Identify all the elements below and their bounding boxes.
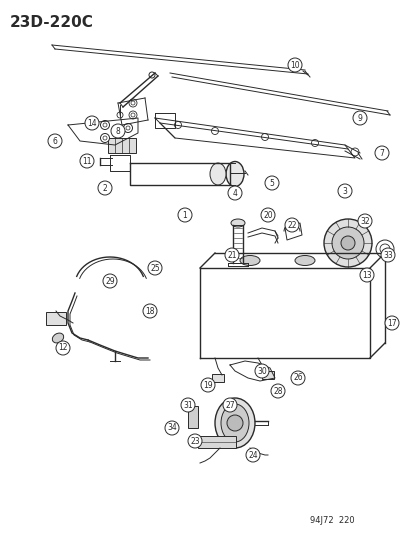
Circle shape [284,218,298,232]
Circle shape [311,140,318,147]
Ellipse shape [209,163,225,185]
Circle shape [98,181,112,195]
Circle shape [271,384,284,398]
Bar [108,138,136,153]
Circle shape [384,316,398,330]
Text: 23D-220C: 23D-220C [10,15,94,30]
Circle shape [228,186,242,200]
Ellipse shape [52,333,64,343]
Text: 4: 4 [232,189,237,198]
Circle shape [375,240,393,258]
Circle shape [129,111,137,119]
Circle shape [100,120,109,130]
Circle shape [323,219,371,267]
Circle shape [48,134,62,148]
Text: 34: 34 [167,424,176,432]
Circle shape [129,99,137,107]
Ellipse shape [294,255,314,265]
Bar [46,312,66,325]
Text: 12: 12 [58,343,68,352]
Text: 21: 21 [227,251,236,260]
Text: 9: 9 [357,114,361,123]
Text: 20: 20 [263,211,272,220]
Text: 24: 24 [247,450,257,459]
Circle shape [117,112,123,118]
Text: 10: 10 [290,61,299,69]
Circle shape [85,116,99,130]
Circle shape [211,127,218,134]
Bar [261,371,273,379]
Text: 14: 14 [87,118,97,127]
Text: 2: 2 [102,183,107,192]
Circle shape [180,398,195,412]
Circle shape [142,304,157,318]
Circle shape [380,248,394,262]
Circle shape [290,371,304,385]
Circle shape [165,421,178,435]
Circle shape [254,364,268,378]
Circle shape [223,398,236,412]
Text: 31: 31 [183,400,192,409]
Circle shape [359,268,373,282]
Circle shape [56,341,70,355]
Text: 25: 25 [150,263,159,272]
Ellipse shape [214,398,254,448]
Text: 11: 11 [82,157,92,166]
Circle shape [357,214,371,228]
Bar [188,406,197,428]
Text: 6: 6 [52,136,57,146]
Text: 5: 5 [269,179,274,188]
Text: 1: 1 [182,211,187,220]
Circle shape [374,146,388,160]
Text: 3: 3 [342,187,347,196]
Text: 32: 32 [359,216,369,225]
Text: 8: 8 [115,126,120,135]
Ellipse shape [230,219,244,227]
Text: 26: 26 [292,374,302,383]
Circle shape [340,236,354,250]
Circle shape [100,133,109,142]
Circle shape [201,378,214,392]
Circle shape [188,434,202,448]
Text: 94J72  220: 94J72 220 [309,516,354,525]
Bar [197,436,235,448]
Text: 17: 17 [386,319,396,327]
Ellipse shape [225,161,243,187]
Ellipse shape [221,404,248,442]
Text: 33: 33 [382,251,392,260]
Ellipse shape [240,255,259,265]
Text: 30: 30 [256,367,266,376]
Text: 19: 19 [203,381,212,390]
Circle shape [264,176,278,190]
Circle shape [352,111,366,125]
Circle shape [178,208,192,222]
Text: 18: 18 [145,306,154,316]
Circle shape [350,148,358,156]
Circle shape [123,124,132,133]
Bar [211,374,223,382]
Text: 29: 29 [105,277,114,286]
Circle shape [261,133,268,141]
Circle shape [331,227,363,259]
Circle shape [224,248,238,262]
Text: 27: 27 [225,400,234,409]
Text: 23: 23 [190,437,199,446]
Circle shape [226,415,242,431]
Text: 13: 13 [361,271,371,279]
Text: 22: 22 [287,221,296,230]
Circle shape [337,184,351,198]
Circle shape [287,58,301,72]
Text: 7: 7 [379,149,384,157]
Circle shape [260,208,274,222]
Circle shape [245,448,259,462]
Circle shape [103,274,117,288]
Circle shape [174,122,181,128]
Text: 28: 28 [273,386,282,395]
Circle shape [111,124,125,138]
Circle shape [147,261,161,275]
Circle shape [80,154,94,168]
